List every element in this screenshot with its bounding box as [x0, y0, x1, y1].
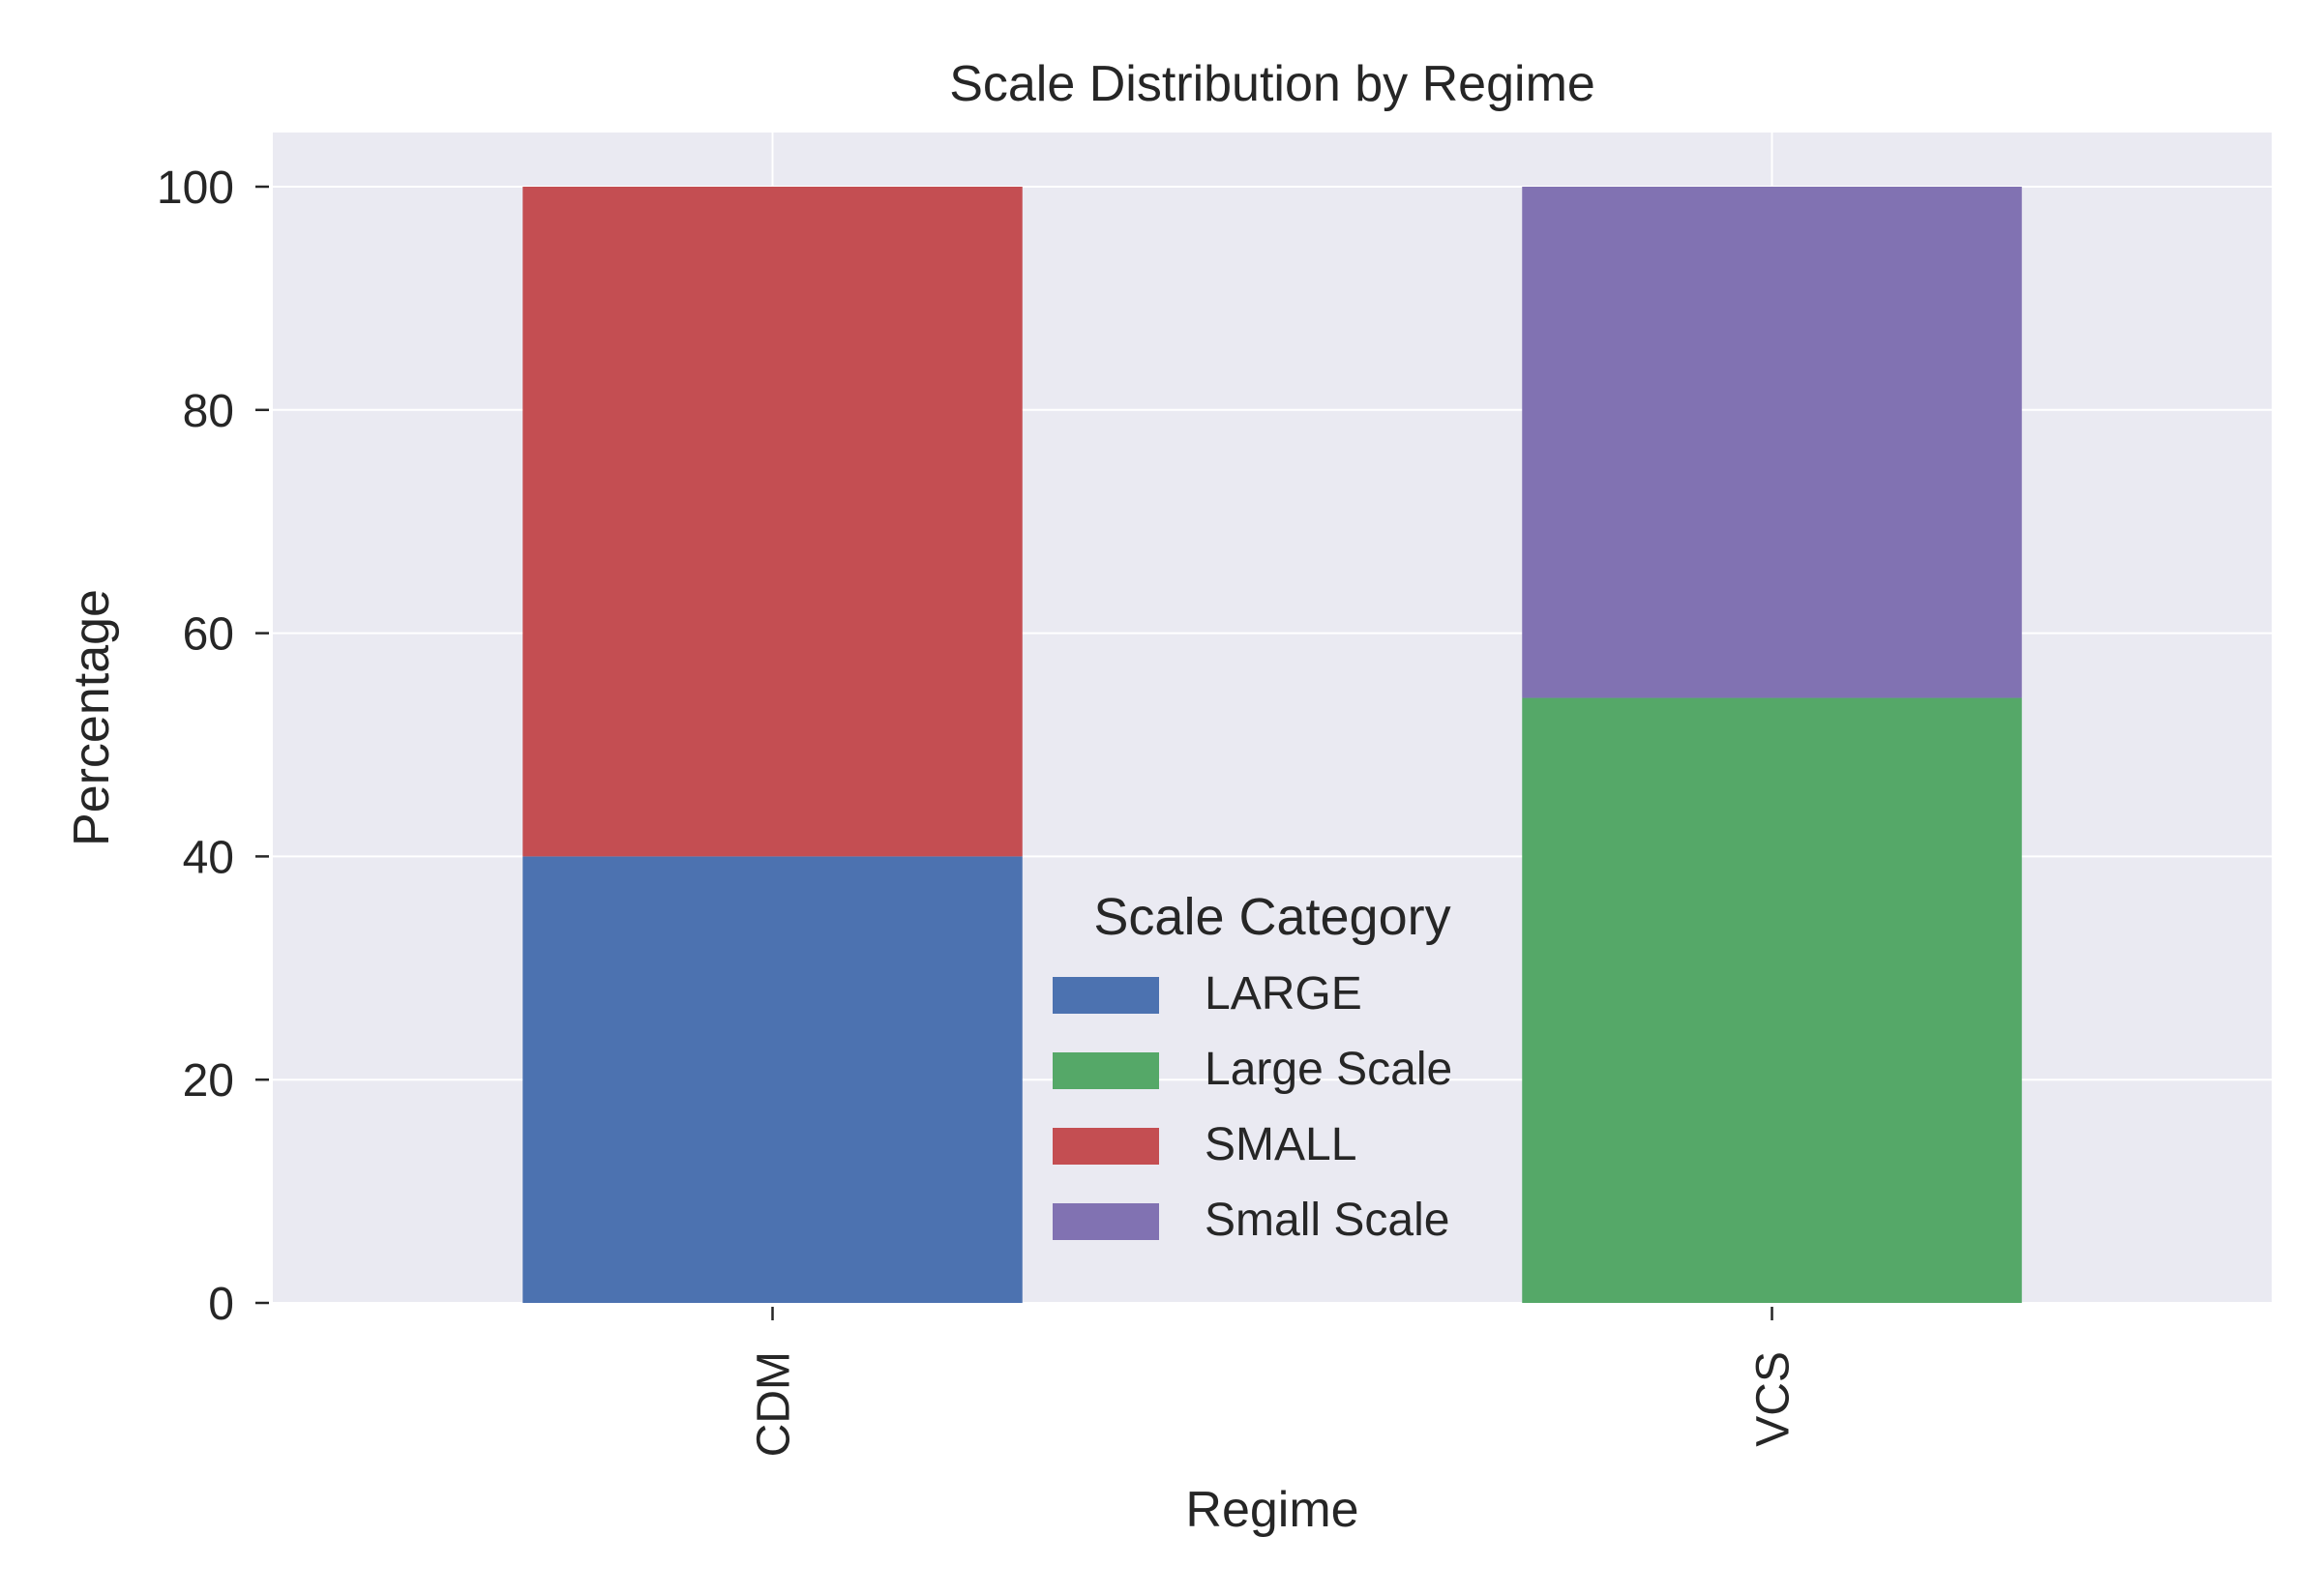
legend-label: LARGE: [1205, 968, 1362, 1020]
chart-title: Scale Distribution by Regime: [949, 56, 1595, 112]
y-tick-label: 20: [183, 1055, 234, 1107]
y-tick-label: 80: [183, 386, 234, 437]
bars: [522, 187, 2022, 1303]
legend-swatch: [1053, 1052, 1159, 1089]
y-tick-label: 100: [157, 163, 234, 214]
y-tick-label: 60: [183, 609, 234, 661]
y-axis-label: Percentage: [64, 589, 120, 846]
y-tick-label: 40: [183, 832, 234, 883]
bar-vcs-large-scale: [1522, 697, 2022, 1303]
x-tick-label: VCS: [1748, 1351, 1800, 1447]
y-axis: 0 20 40 60 80 100: [157, 163, 269, 1330]
y-tick-label: 0: [208, 1279, 234, 1330]
bar-cdm-small: [522, 187, 1023, 857]
bar-vcs-small-scale: [1522, 187, 2022, 698]
legend-label: Large Scale: [1205, 1044, 1452, 1095]
legend-label: SMALL: [1205, 1119, 1356, 1170]
legend-title: Scale Category: [1093, 888, 1450, 946]
legend: Scale Category LARGE Large Scale SMALL Smal…: [1053, 888, 1452, 1246]
x-axis: CDM VCS: [749, 1307, 1800, 1457]
x-tick-label: CDM: [749, 1351, 800, 1457]
legend-label: Small Scale: [1205, 1195, 1449, 1246]
bar-cdm-large: [522, 856, 1023, 1303]
legend-swatch: [1053, 977, 1159, 1014]
x-axis-label: Regime: [1185, 1482, 1358, 1538]
legend-swatch: [1053, 1128, 1159, 1165]
legend-swatch: [1053, 1203, 1159, 1240]
